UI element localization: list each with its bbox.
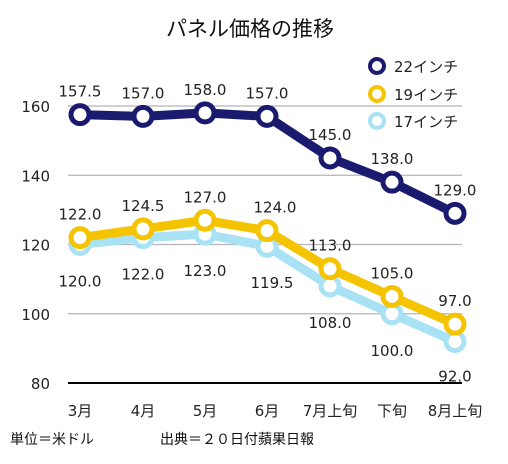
- data-label: 119.5: [251, 274, 294, 292]
- legend-marker: [368, 112, 386, 130]
- chart-title: パネル価格の推移: [166, 17, 334, 41]
- x-tick-label: 3月: [68, 402, 93, 420]
- source-note: 出典＝２０日付蘋果日報: [160, 432, 314, 448]
- data-point: [131, 217, 155, 241]
- data-label: 124.0: [254, 199, 297, 217]
- y-tick-label: 160: [21, 98, 50, 116]
- x-tick-label: 下旬: [377, 402, 407, 420]
- data-label: 92.0: [438, 367, 471, 385]
- data-point: [131, 104, 155, 128]
- data-label: 120.0: [59, 273, 102, 291]
- x-tick-label: 6月: [255, 402, 280, 420]
- legend-label: 22インチ: [394, 58, 458, 76]
- data-point: [193, 208, 217, 232]
- y-tick-label: 120: [21, 237, 50, 255]
- data-labels: 157.5 157.0 158.0 157.0 145.0 138.0 129.0 122.0…: [59, 81, 477, 386]
- legend-marker: [368, 85, 386, 103]
- data-point: [318, 146, 342, 170]
- data-point: [443, 201, 467, 225]
- data-label: 100.0: [371, 342, 414, 360]
- legend: 22インチ 19インチ 17インチ: [368, 57, 458, 131]
- x-axis-ticks: 3月 4月 5月 6月 7月上旬 下旬 8月上旬: [68, 402, 483, 420]
- data-label: 113.0: [309, 237, 352, 255]
- data-point: [68, 103, 92, 127]
- series: [68, 101, 467, 353]
- x-tick-label: 7月上旬: [303, 402, 358, 420]
- data-point: [443, 312, 467, 336]
- data-point: [380, 170, 404, 194]
- data-label: 127.0: [184, 188, 227, 206]
- y-tick-label: 80: [31, 375, 50, 393]
- data-label: 122.0: [59, 206, 102, 224]
- data-point: [255, 104, 279, 128]
- series-1: [68, 208, 467, 336]
- data-point: [318, 257, 342, 281]
- data-label: 123.0: [184, 262, 227, 280]
- series-0: [68, 101, 467, 225]
- data-label: 105.0: [371, 264, 414, 282]
- data-label: 122.0: [122, 266, 165, 284]
- data-label: 124.5: [122, 197, 165, 215]
- x-tick-label: 8月上旬: [428, 402, 483, 420]
- data-label: 157.0: [122, 84, 165, 102]
- data-label: 158.0: [184, 81, 227, 99]
- legend-label: 17インチ: [394, 113, 458, 131]
- data-label: 157.5: [59, 83, 102, 101]
- data-point: [255, 219, 279, 243]
- data-label: 97.0: [438, 292, 471, 310]
- data-point: [193, 101, 217, 125]
- unit-note: 単位＝米ドル: [10, 432, 94, 448]
- x-tick-label: 4月: [131, 402, 156, 420]
- data-point: [380, 284, 404, 308]
- data-label: 145.0: [309, 126, 352, 144]
- legend-label: 19インチ: [394, 86, 458, 104]
- y-axis-ticks: 80 100 120 140 160: [21, 98, 50, 393]
- x-tick-label: 5月: [193, 402, 218, 420]
- data-label: 108.0: [309, 314, 352, 332]
- data-label: 138.0: [371, 150, 414, 168]
- data-point: [68, 226, 92, 250]
- legend-marker: [368, 57, 386, 75]
- data-label: 129.0: [434, 181, 477, 199]
- y-tick-label: 140: [21, 167, 50, 185]
- y-tick-label: 100: [21, 306, 50, 324]
- data-label: 157.0: [246, 84, 289, 102]
